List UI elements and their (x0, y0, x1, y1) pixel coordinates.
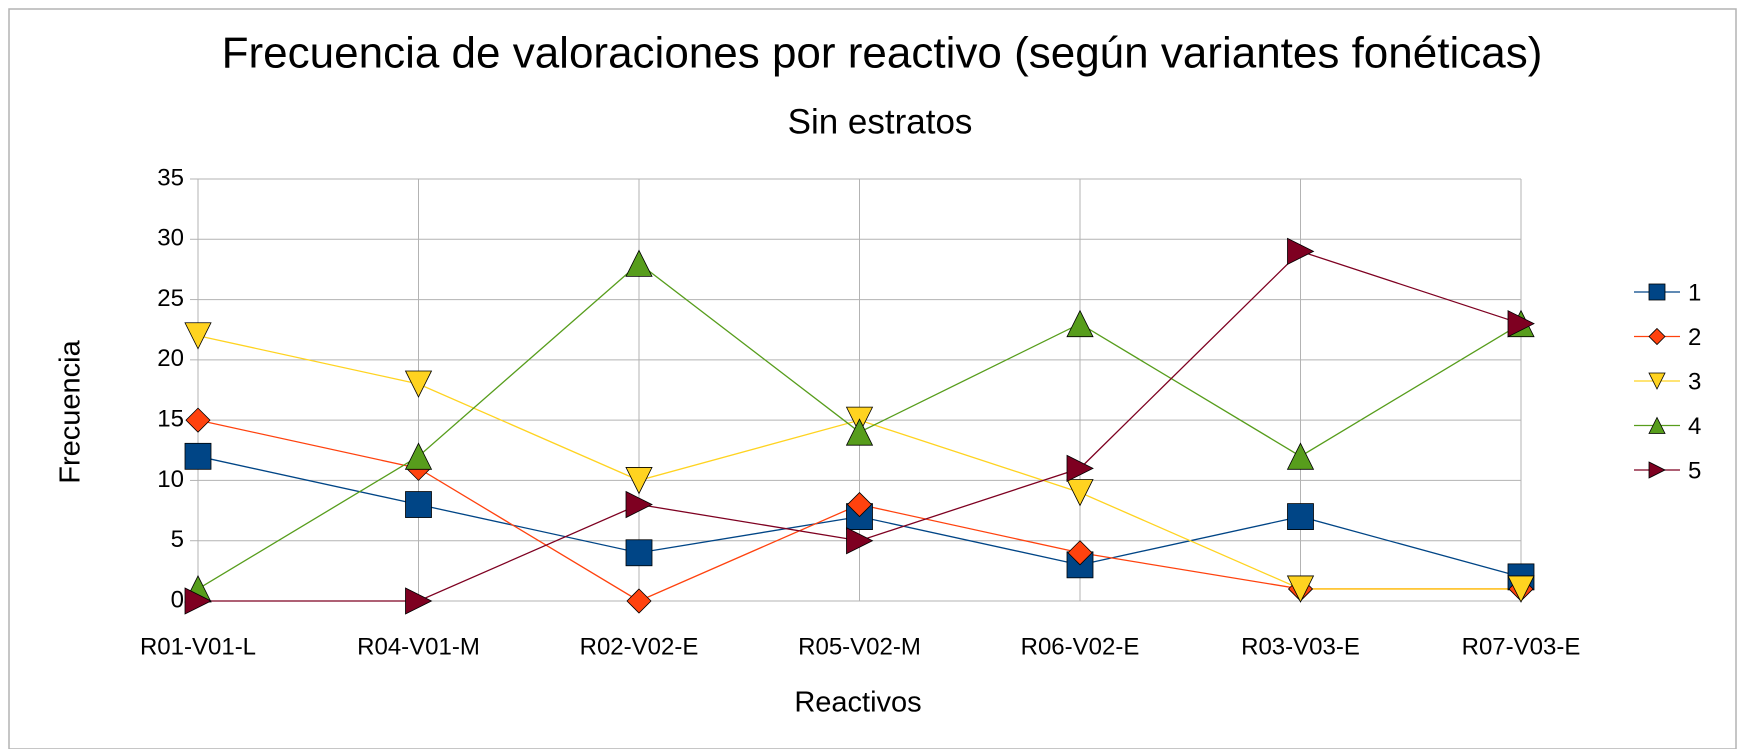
data-point (405, 587, 433, 615)
x-axis-label: Reactivos (794, 687, 921, 719)
x-tick-label: R06-V02-E (1021, 633, 1140, 660)
y-tick-label: 30 (157, 225, 184, 252)
x-tick-label: R04-V01-M (357, 633, 480, 660)
x-tick-label: R02-V02-E (580, 633, 699, 660)
data-point (1286, 575, 1315, 603)
data-point (1507, 310, 1535, 338)
y-tick-label: 0 (171, 586, 184, 613)
y-tick-label: 25 (157, 285, 184, 312)
data-point (625, 467, 653, 495)
legend-label: 4 (1688, 413, 1701, 440)
legend-marker (1648, 372, 1666, 390)
data-point (625, 249, 653, 277)
y-tick-label: 10 (157, 466, 184, 493)
x-tick-label: R05-V02-M (798, 633, 921, 660)
data-point (185, 407, 211, 433)
x-tick-label: R01-V01-L (140, 633, 256, 660)
data-point (1066, 479, 1094, 507)
x-tick-label: R03-V03-E (1241, 633, 1360, 660)
data-point (184, 587, 212, 615)
data-point (1066, 309, 1094, 338)
data-point (846, 527, 874, 555)
chart-frame (8, 8, 1737, 749)
data-point (405, 491, 432, 518)
data-point (404, 442, 433, 470)
data-point (184, 322, 212, 350)
y-tick-label: 15 (157, 405, 184, 432)
data-point (625, 539, 653, 567)
legend-marker (1648, 327, 1666, 346)
data-point (184, 442, 212, 470)
chart-title: Frecuencia de valoraciones por reactivo … (222, 29, 1543, 78)
data-point (1507, 575, 1535, 603)
data-point (625, 490, 653, 519)
data-point (404, 370, 433, 398)
legend-marker (1648, 461, 1666, 479)
y-tick-label: 5 (171, 526, 184, 553)
y-tick-label: 35 (157, 164, 184, 191)
legend-label: 3 (1688, 368, 1701, 395)
data-point (1066, 454, 1094, 483)
data-point (1287, 237, 1315, 265)
data-point (846, 491, 873, 518)
chart-subtitle: Sin estratos (788, 102, 973, 141)
x-tick-label: R07-V03-E (1462, 633, 1581, 660)
data-point (1286, 442, 1315, 470)
legend-label: 2 (1688, 324, 1701, 351)
legend-label: 1 (1688, 279, 1701, 306)
y-axis-label: Frecuencia (55, 339, 87, 483)
legend-label: 5 (1688, 457, 1701, 484)
data-point (845, 418, 874, 446)
legend-marker (1648, 283, 1666, 301)
data-point (626, 588, 652, 614)
data-point (1067, 540, 1093, 566)
data-point (1287, 503, 1314, 531)
y-tick-label: 20 (157, 345, 184, 372)
legend-marker (1648, 416, 1666, 434)
